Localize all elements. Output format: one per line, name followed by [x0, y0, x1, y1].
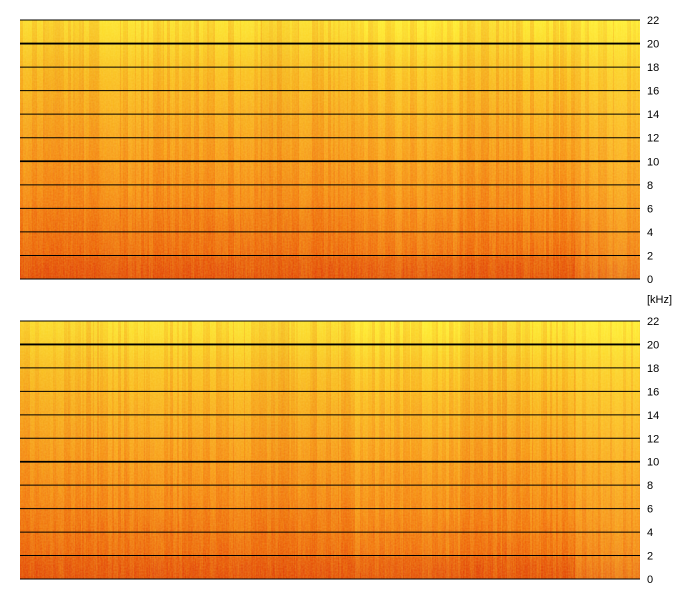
y-tick-label: 12 [647, 433, 659, 445]
spectrogram-texture [20, 321, 640, 579]
y-tick-label: 10 [647, 156, 659, 168]
y-tick-label: 4 [647, 527, 653, 539]
y-tick-label: 12 [647, 133, 659, 145]
spectrogram-texture [20, 20, 640, 279]
y-tick-label: 0 [647, 574, 653, 586]
y-tick-label: 20 [647, 339, 659, 351]
y-tick-label: 6 [647, 504, 653, 516]
y-tick-label: 8 [647, 180, 653, 192]
y-tick-label: 18 [647, 62, 659, 74]
y-tick-label: 10 [647, 457, 659, 469]
y-tick-label: 22 [647, 15, 659, 27]
y-tick-label: 18 [647, 363, 659, 375]
y-tick-label: 2 [647, 551, 653, 563]
y-tick-label: 22 [647, 316, 659, 328]
y-unit-label: [kHz] [647, 294, 672, 306]
y-tick-label: 0 [647, 274, 653, 286]
y-tick-label: 2 [647, 250, 653, 262]
y-tick-label: 14 [647, 109, 659, 121]
y-tick-label: 20 [647, 39, 659, 51]
y-tick-label: 8 [647, 480, 653, 492]
y-tick-label: 16 [647, 386, 659, 398]
y-tick-label: 6 [647, 203, 653, 215]
y-tick-label: 16 [647, 86, 659, 98]
y-tick-label: 4 [647, 227, 653, 239]
y-tick-label: 14 [647, 410, 659, 422]
